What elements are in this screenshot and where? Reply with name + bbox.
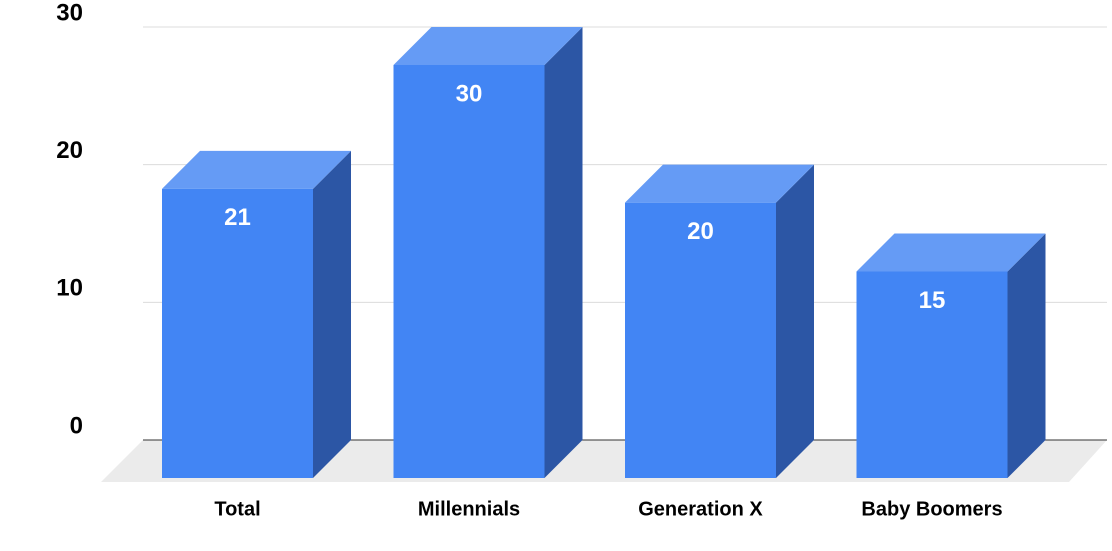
bar-top xyxy=(856,233,1046,272)
bar xyxy=(393,65,545,478)
x-tick-label: Millennials xyxy=(418,498,520,520)
y-tick-label: 0 xyxy=(70,412,83,439)
value-label: 30 xyxy=(456,80,483,107)
y-tick-label: 30 xyxy=(56,0,83,26)
value-label: 15 xyxy=(919,287,946,314)
y-tick-label: 20 xyxy=(56,137,83,164)
floor xyxy=(101,440,1107,482)
bar-side xyxy=(544,27,583,478)
bar-side xyxy=(1007,233,1046,478)
value-label: 20 xyxy=(687,218,714,245)
x-tick-label: Total xyxy=(214,498,260,520)
bar-top xyxy=(625,164,814,203)
bar-top xyxy=(393,27,583,65)
bar xyxy=(162,188,313,478)
bar xyxy=(625,202,776,478)
bar-side xyxy=(776,164,814,478)
bar-top xyxy=(162,150,351,189)
value-label: 21 xyxy=(224,204,251,231)
bar-side xyxy=(313,150,351,478)
bar xyxy=(856,271,1008,478)
x-tick-label: Generation X xyxy=(638,498,763,520)
y-tick-label: 10 xyxy=(56,275,83,302)
x-tick-label: Baby Boomers xyxy=(861,498,1002,520)
